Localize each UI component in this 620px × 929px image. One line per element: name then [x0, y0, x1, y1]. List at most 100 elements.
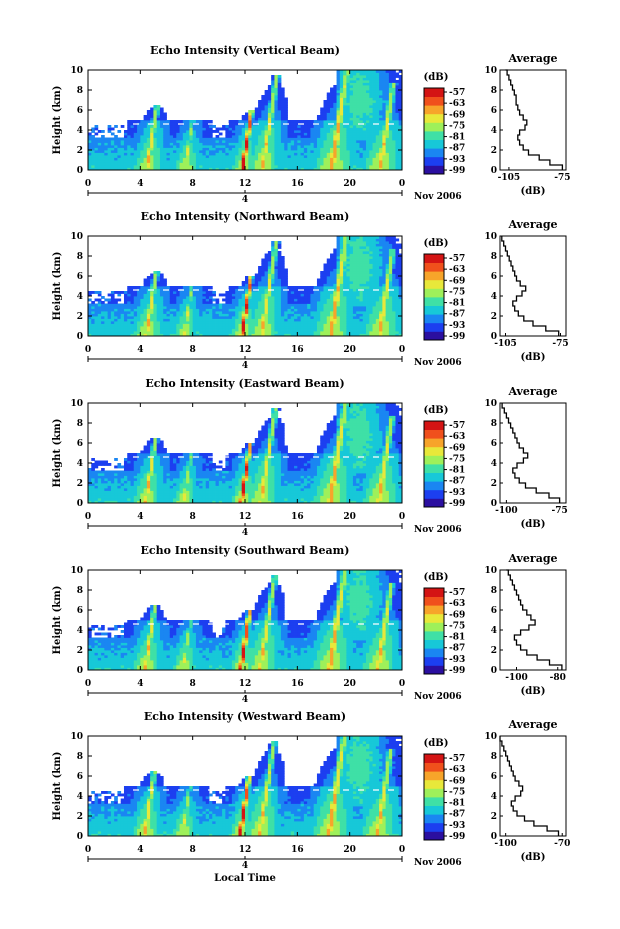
heatmap-cell [143, 326, 148, 329]
heatmap-cell [323, 293, 328, 297]
heatmap-cell [254, 283, 259, 287]
heatmap-cell [248, 155, 252, 158]
heatmap-cell [212, 150, 216, 153]
heatmap-cell [140, 152, 144, 156]
heatmap-cell [359, 333, 364, 337]
heatmap-cell [199, 145, 203, 148]
heatmap-cell [202, 288, 207, 292]
heatmap-cell [202, 311, 207, 314]
heatmap-cell [372, 90, 377, 93]
heatmap-cell [382, 102, 387, 106]
heatmap-cell [271, 75, 275, 78]
heatmap-cell [294, 120, 298, 123]
heatmap-cell [120, 137, 125, 141]
heatmap-cell [343, 323, 347, 327]
heatmap-cell [101, 137, 105, 141]
heatmap-cell [346, 298, 351, 302]
heatmap-cell [251, 331, 256, 334]
heatmap-cell [245, 306, 249, 309]
heatmap-cell [254, 328, 259, 332]
heatmap-cell [258, 296, 262, 299]
heatmap-cell [362, 333, 367, 337]
heatmap-cell [166, 316, 171, 319]
heatmap-cell [375, 165, 380, 168]
heatmap-cell [153, 316, 158, 319]
heatmap-cell [294, 150, 298, 153]
heatmap-cell [238, 132, 243, 136]
heatmap-cell [375, 100, 380, 103]
heatmap-cell [359, 82, 364, 86]
heatmap-cell [307, 333, 311, 337]
heatmap-cell [231, 293, 236, 297]
heatmap-cell [385, 303, 390, 307]
heatmap-cell [264, 303, 269, 307]
heatmap-cell [369, 241, 373, 244]
heatmap-cell [323, 125, 328, 128]
heatmap-cell [313, 303, 318, 307]
heatmap-cell [382, 147, 387, 151]
heatmap-cell [336, 105, 341, 108]
heatmap-cell [192, 120, 197, 123]
heatmap-cell [379, 157, 383, 161]
heatmap-cell [385, 308, 390, 312]
heatmap-cell [379, 155, 383, 158]
heatmap-cell [366, 243, 370, 247]
heatmap-cell [127, 165, 131, 168]
heatmap-cell [359, 278, 364, 282]
heatmap-cell [238, 306, 243, 309]
heatmap-cell [385, 165, 390, 168]
heatmap-cell [179, 157, 184, 161]
heatmap-cell [333, 298, 337, 302]
heatmap-cell [382, 82, 387, 86]
heatmap-cell [388, 248, 393, 252]
heatmap-cell [146, 278, 151, 282]
heatmap-cell [254, 165, 259, 168]
heatmap-cell [209, 313, 213, 317]
heatmap-cell [176, 311, 180, 314]
heatmap-cell [287, 165, 292, 168]
heatmap-cell [339, 288, 344, 292]
heatmap-cell [127, 323, 131, 327]
heatmap-cell [300, 316, 305, 319]
heatmap-cell [277, 258, 282, 262]
heatmap-cell [336, 85, 341, 88]
heatmap-cell [385, 323, 390, 327]
heatmap-cell [349, 147, 354, 151]
heatmap-cell [382, 246, 387, 249]
heatmap-cell [209, 333, 213, 337]
heatmap-cell [343, 162, 347, 166]
heatmap-cell [143, 142, 148, 146]
heatmap-cell [369, 281, 373, 284]
heatmap-cell [241, 308, 246, 312]
heatmap-cell [284, 135, 288, 138]
heatmap-cell [330, 313, 334, 317]
heatmap-cell [284, 293, 288, 297]
y-tick-label: 6 [77, 106, 83, 116]
heatmap-cell [379, 281, 383, 284]
heatmap-cell [110, 150, 115, 153]
heatmap-cell [362, 157, 367, 161]
heatmap-cell [156, 328, 161, 332]
heatmap-cell [326, 331, 331, 334]
heatmap-cell [352, 132, 357, 136]
heatmap-cell [395, 165, 400, 168]
heatmap-cell [195, 318, 200, 322]
heatmap-cell [277, 130, 282, 133]
heatmap-cell [127, 326, 131, 329]
heatmap-cell [307, 296, 311, 299]
heatmap-cell [241, 291, 246, 294]
heatmap-cell [107, 326, 112, 329]
heatmap-cell [146, 110, 151, 113]
heatmap-cell [150, 162, 154, 166]
heatmap-cell [107, 155, 112, 158]
heatmap-cell [267, 326, 272, 329]
heatmap-cell [212, 125, 216, 128]
heatmap-cell [199, 286, 203, 289]
heatmap-cell [123, 152, 128, 156]
heatmap-cell [218, 333, 223, 337]
heatmap-cell [303, 150, 308, 153]
heatmap-cell [320, 298, 324, 302]
heatmap-cell [163, 117, 167, 121]
heatmap-cell [274, 306, 279, 309]
heatmap-cell [267, 313, 272, 317]
